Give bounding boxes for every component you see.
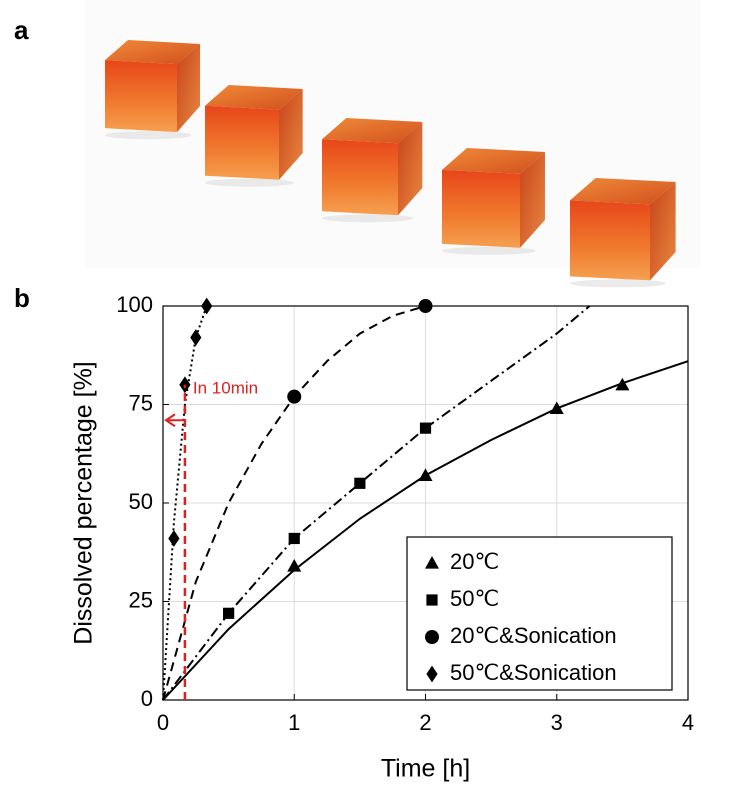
cube-shadow [322, 214, 413, 222]
legend-label: 20℃ [450, 549, 499, 574]
y-tick-label: 50 [129, 489, 153, 514]
legend-marker [426, 594, 437, 605]
marker [201, 298, 212, 315]
x-tick-label: 0 [157, 710, 169, 735]
x-tick-label: 1 [288, 710, 300, 735]
panel-label: a [14, 15, 29, 45]
x-axis-label: Time [h] [381, 755, 470, 783]
marker [354, 478, 365, 489]
marker [190, 329, 201, 346]
figure: a b 0 1 2 3 4 0 25 50 75 100 Time [h] Dissolved per… [0, 0, 747, 792]
marker [550, 401, 564, 414]
cube-shadow [205, 179, 294, 187]
y-tick-label: 75 [129, 390, 153, 415]
marker [420, 423, 431, 434]
y-tick-label: 25 [129, 587, 153, 612]
legend-label: 20℃&Sonication [450, 623, 617, 648]
y-axis-label: Dissolved percentage [%] [70, 361, 98, 644]
cube-front [105, 60, 177, 132]
x-tick-label: 4 [682, 710, 694, 735]
cube [570, 178, 676, 287]
plot: 0 1 2 3 4 0 25 50 75 100 Time [h] Dissolved percent… [70, 292, 695, 783]
x-tick-label: 2 [419, 710, 431, 735]
legend-label: 50℃ [450, 586, 499, 611]
cube-front [205, 106, 279, 180]
y-tick-label: 0 [141, 686, 153, 711]
panel-label: b [14, 283, 30, 313]
x-tick-label: 3 [551, 710, 563, 735]
marker [419, 468, 433, 481]
y-tick-label: 100 [116, 292, 153, 317]
annotation-text: In 10min [193, 378, 258, 397]
marker [289, 533, 300, 544]
cube-shadow [570, 279, 666, 287]
cube-shadow [105, 131, 191, 139]
marker [223, 608, 234, 619]
marker [168, 530, 179, 547]
cube-shadow [442, 247, 536, 255]
cube-front [442, 170, 520, 248]
marker [287, 390, 301, 404]
marker [419, 299, 433, 313]
cube-front [570, 200, 650, 280]
cube-front [322, 139, 398, 215]
legend-marker [425, 630, 439, 644]
legend: 20℃ 50℃ 20℃&Sonication 50℃&Sonication [407, 537, 672, 690]
legend-label: 50℃&Sonication [450, 660, 617, 685]
